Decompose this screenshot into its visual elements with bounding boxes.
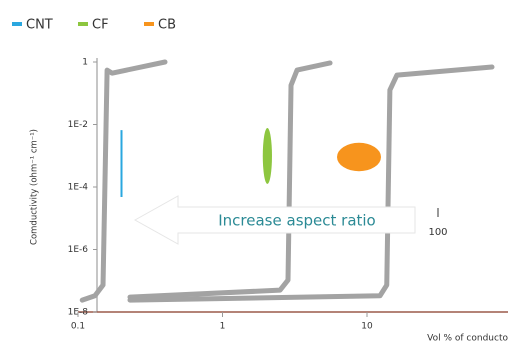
x-tick-label: 0.1	[71, 322, 85, 332]
y-axis-label: Comductivity (ohm⁻¹ cm⁻¹)	[30, 129, 40, 245]
x-axis-label: Vol % of conducto	[427, 334, 508, 344]
markers	[120, 128, 382, 197]
x-tick-label: 1	[220, 322, 226, 332]
y-tick-label: 1E-6	[68, 245, 89, 255]
arrow-label: Increase aspect ratio	[218, 212, 376, 230]
legend-swatch	[78, 22, 88, 26]
y-tick-label: 1E-2	[68, 120, 88, 130]
legend-swatch	[12, 22, 22, 26]
annotation: 100	[428, 227, 447, 238]
legend-label: CNT	[26, 18, 53, 33]
y-tick-label: 1E-4	[68, 183, 89, 193]
curve	[79, 59, 168, 303]
curves	[79, 59, 495, 303]
x-tick-label: 10	[361, 322, 373, 332]
legend-label: CB	[158, 18, 176, 33]
marker	[262, 128, 272, 184]
curve	[127, 64, 495, 303]
legend-swatch	[144, 22, 154, 26]
legend-label: CF	[92, 18, 109, 33]
curve	[127, 60, 333, 300]
marker	[337, 142, 382, 172]
y-tick-label: 1	[82, 58, 88, 68]
arrow	[133, 195, 416, 245]
